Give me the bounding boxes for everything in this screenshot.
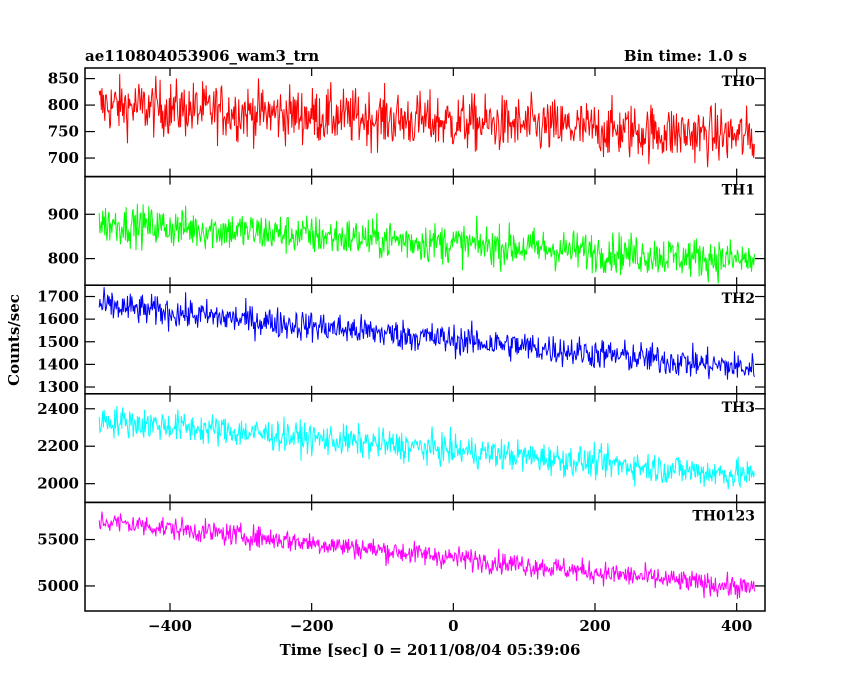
panel-label: TH0 — [722, 74, 756, 90]
y-tick-label: 1500 — [37, 333, 79, 351]
series-th0 — [98, 74, 755, 168]
y-tick-label: 800 — [48, 96, 79, 114]
y-tick-label: 900 — [48, 205, 79, 223]
x-axis-label: Time [sec] 0 = 2011/08/04 05:39:06 — [280, 641, 581, 659]
panel-label: TH0123 — [692, 508, 755, 524]
panels-group: 700 750 800 850 TH0 800 900 TH1 1300 1400 1500 1600… — [37, 67, 766, 635]
y-tick-label: 850 — [48, 70, 79, 88]
x-tick-label: 200 — [579, 617, 610, 635]
bin-time-label: Bin time: 1.0 s — [624, 47, 747, 65]
x-tick-label: 400 — [721, 617, 752, 635]
series-th1 — [98, 203, 755, 284]
y-axis-label: Counts/sec — [5, 294, 23, 386]
y-tick-label: 2000 — [37, 475, 79, 493]
series-th2 — [98, 287, 755, 380]
panel-frame-th3 — [84, 393, 766, 504]
y-tick-label: 750 — [48, 123, 79, 141]
series-th0123 — [98, 511, 755, 600]
y-tick-label: 800 — [48, 250, 79, 268]
panel-label: TH2 — [722, 291, 755, 307]
y-tick-label: 1600 — [37, 310, 79, 328]
y-tick-label: 700 — [48, 149, 79, 167]
y-tick-label: 1700 — [37, 288, 79, 306]
y-tick-label: 2200 — [37, 437, 79, 455]
panel-label: TH3 — [722, 400, 755, 416]
panel-frame-th0123 — [84, 501, 766, 612]
y-tick-label: 5000 — [37, 577, 79, 595]
x-tick-label: −200 — [290, 617, 334, 635]
x-tick-label: 0 — [448, 617, 458, 635]
y-tick-label: 1400 — [37, 355, 79, 373]
panel-frame-th2 — [84, 284, 766, 395]
y-tick-label: 5500 — [37, 531, 79, 549]
y-tick-label: 2400 — [37, 400, 79, 418]
series-th3 — [98, 406, 755, 490]
panel-label: TH1 — [722, 183, 755, 199]
figure-title: ae110804053906_wam3_trn — [85, 47, 319, 65]
y-tick-label: 1300 — [37, 378, 79, 396]
x-tick-label: −400 — [148, 617, 192, 635]
